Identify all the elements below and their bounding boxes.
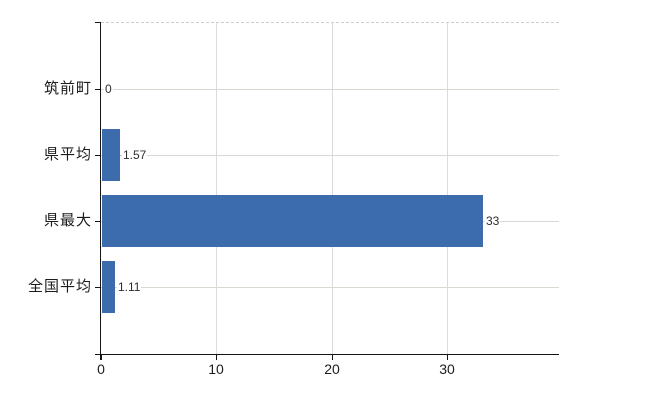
category-label: 筑前町: [43, 80, 92, 97]
value-label: 0: [104, 81, 113, 97]
x-tick: [216, 354, 218, 360]
value-label: 1.11: [117, 279, 142, 295]
x-tick: [447, 354, 449, 360]
plot-top-border: [101, 22, 559, 23]
h-gridline: [101, 89, 559, 90]
value-label: 33: [485, 213, 501, 229]
x-tick-label: 20: [324, 361, 340, 377]
y-axis: [100, 22, 102, 360]
v-gridline: [332, 22, 333, 354]
category-label: 県平均: [43, 146, 92, 163]
y-tick: [95, 155, 101, 157]
y-tick: [95, 221, 101, 223]
value-label: 1.57: [122, 147, 148, 163]
bar: [102, 129, 120, 181]
x-axis: [95, 354, 559, 356]
v-gridline: [447, 22, 448, 354]
x-tick-label: 30: [439, 361, 455, 377]
v-gridline: [216, 22, 217, 354]
x-tick-label: 0: [97, 361, 105, 377]
x-tick: [101, 354, 103, 360]
h-gridline: [101, 155, 559, 156]
bar: [102, 261, 115, 313]
category-label: 県最大: [43, 212, 92, 229]
h-gridline: [101, 287, 559, 288]
x-tick: [332, 354, 334, 360]
y-tick: [95, 287, 101, 289]
y-tick: [95, 22, 101, 24]
x-tick-label: 10: [208, 361, 224, 377]
bar: [102, 195, 483, 247]
category-label: 全国平均: [27, 278, 92, 295]
y-tick: [95, 89, 101, 91]
